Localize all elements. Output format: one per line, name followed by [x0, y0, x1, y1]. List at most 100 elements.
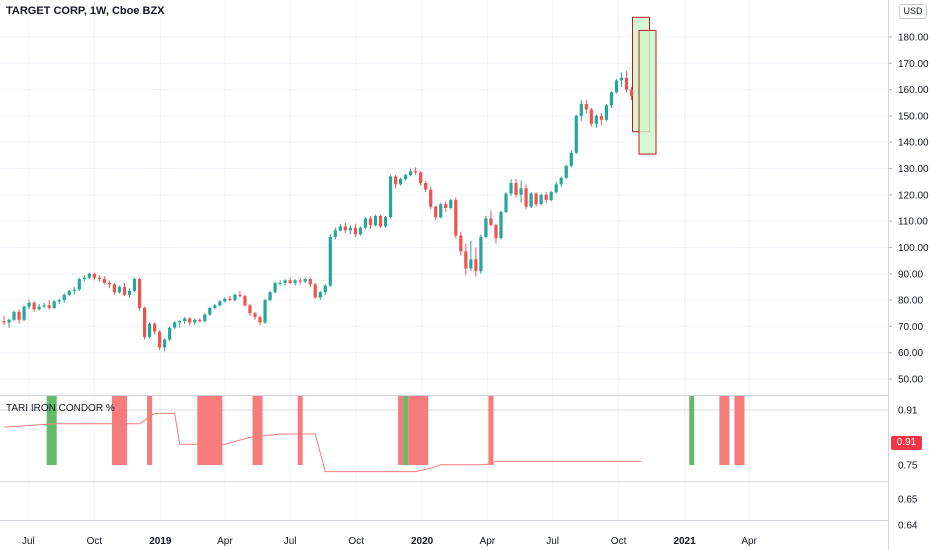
y-tick-label: 100.00 — [898, 243, 929, 254]
x-tick-label: Jul — [546, 536, 559, 547]
x-tick-label: Apr — [741, 536, 757, 547]
y-tick-label: 60.00 — [898, 348, 923, 359]
candle-body — [343, 226, 347, 231]
candle-body — [409, 171, 413, 176]
candle-body — [589, 109, 593, 124]
candle-body — [484, 218, 488, 237]
indicator-bar — [689, 396, 695, 465]
indicator-bar — [297, 396, 303, 465]
chart-title: TARGET CORP, 1W, Cboe BZX — [6, 5, 165, 17]
candle-body — [102, 279, 106, 283]
projection-boxes — [632, 16, 657, 155]
candle-body — [62, 294, 66, 301]
candle-body — [32, 302, 36, 310]
candle-body — [449, 200, 453, 208]
candle-body — [363, 218, 368, 228]
candle-body — [122, 286, 127, 295]
indicator-bar — [46, 396, 57, 465]
candle-body — [614, 80, 619, 93]
candle-body — [338, 226, 342, 231]
candle-body — [228, 298, 232, 301]
candle-body — [173, 322, 177, 328]
y-tick-label: 120.00 — [898, 190, 929, 201]
candle-body — [594, 115, 598, 124]
y-tick-label: 70.00 — [898, 322, 923, 333]
candle-body — [52, 301, 56, 308]
y-tick-label: 170.00 — [898, 59, 929, 70]
candle-body — [393, 176, 398, 185]
candle-body — [474, 259, 478, 272]
candle-body — [248, 305, 252, 314]
candle-body — [308, 279, 312, 285]
candle-body — [509, 183, 513, 194]
candle-body — [163, 339, 167, 348]
candle-body — [313, 284, 317, 298]
candle-body — [609, 92, 614, 106]
candle-body — [544, 194, 548, 201]
indicator-line-path — [3, 412, 642, 473]
candle-body — [404, 175, 408, 180]
candle-body — [429, 189, 433, 207]
candle-body — [137, 279, 142, 308]
candle-body — [564, 165, 568, 178]
candle-body — [504, 193, 508, 212]
candle-body — [142, 307, 147, 337]
candle-body — [17, 311, 21, 320]
projection-box — [638, 29, 657, 155]
candle-body — [27, 302, 31, 307]
indicator-bar — [488, 396, 494, 465]
candle-body — [97, 277, 101, 280]
candle-body — [168, 327, 172, 340]
y-tick-label: 130.00 — [898, 164, 929, 175]
candle-body — [454, 200, 458, 236]
candle-body — [213, 305, 217, 308]
candle-body — [348, 227, 352, 231]
candle-body — [529, 193, 533, 207]
candle-body — [619, 77, 624, 81]
candle-body — [323, 285, 327, 293]
candle-body — [358, 227, 363, 235]
candle-body — [92, 273, 96, 278]
candle-body — [82, 277, 86, 280]
candle-body — [57, 300, 61, 302]
y-tick-label: 180.00 — [898, 33, 929, 44]
y-tick-label: 90.00 — [898, 269, 923, 280]
candles — [2, 71, 634, 352]
candle-body — [514, 183, 518, 195]
candle-body — [539, 194, 543, 205]
candle-body — [37, 306, 41, 310]
candle-body — [132, 279, 137, 291]
currency-button[interactable]: USD — [899, 4, 927, 19]
candle-body — [333, 230, 337, 237]
indicator-bar — [734, 396, 745, 465]
x-tick-label: Oct — [611, 536, 627, 547]
candle-body — [158, 331, 162, 348]
indicator-title: TARI IRON CONDOR % — [6, 403, 115, 414]
candle-body — [549, 192, 553, 201]
indicator-bar — [719, 396, 730, 465]
candle-body — [283, 280, 287, 283]
candle-body — [223, 298, 227, 302]
candle-body — [193, 319, 197, 323]
x-tick-label: 2019 — [149, 536, 172, 547]
candle-body — [233, 294, 237, 301]
candle-body — [67, 290, 71, 295]
candle-body — [499, 211, 503, 239]
candle-body — [12, 311, 16, 320]
candle-body — [288, 280, 292, 283]
candle-body — [414, 171, 418, 173]
candle-body — [253, 313, 257, 318]
candle-body — [353, 227, 357, 235]
indicator-bar — [403, 396, 409, 465]
candle-body — [464, 251, 468, 269]
candle-body — [263, 300, 267, 323]
indicator-line — [3, 412, 642, 473]
candle-body — [218, 301, 222, 306]
candle-body — [127, 290, 132, 295]
indicator-bar — [147, 396, 153, 465]
candle-body — [72, 289, 76, 291]
candle-body — [519, 188, 523, 195]
candle-body — [599, 115, 603, 120]
candle-body — [273, 282, 277, 293]
